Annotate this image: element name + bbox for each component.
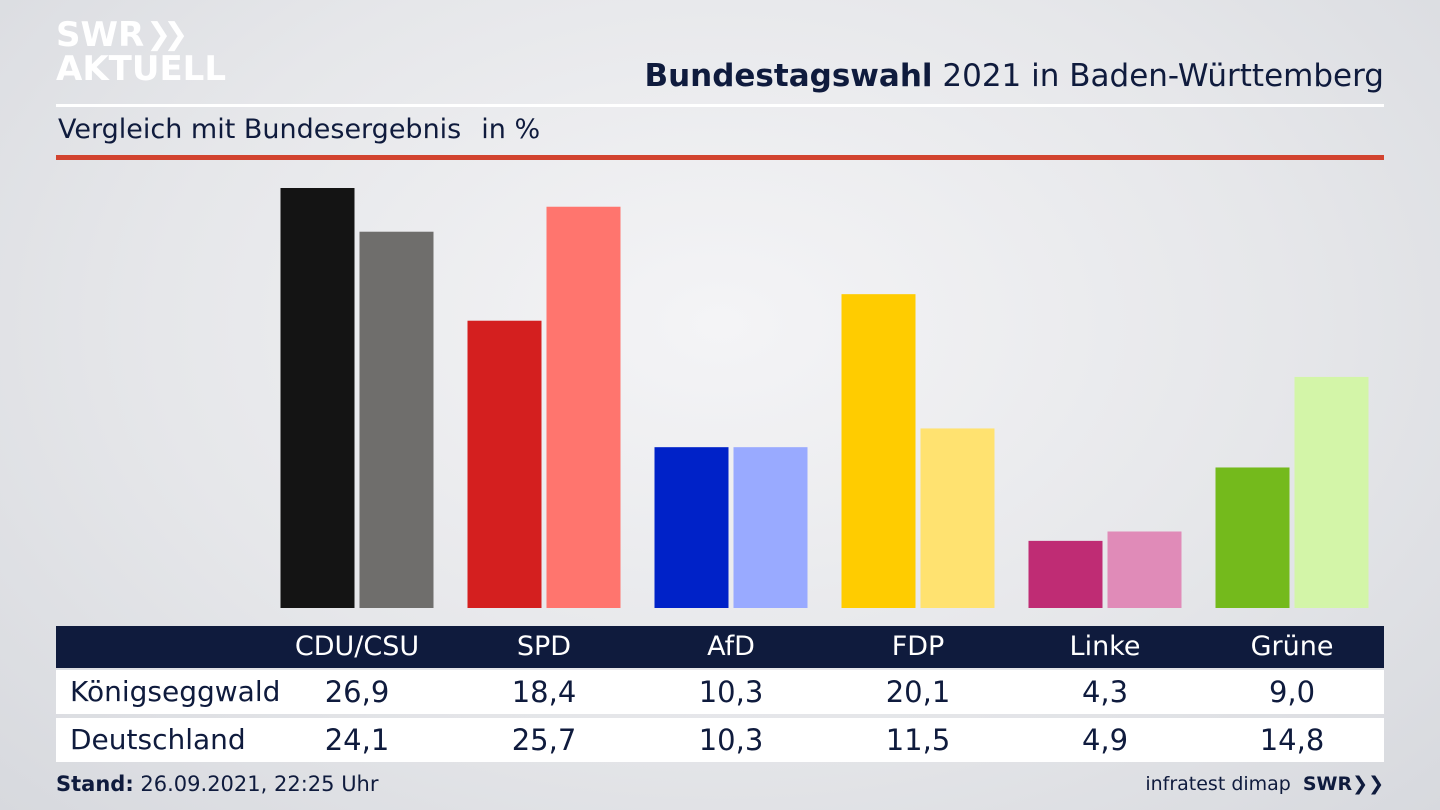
accent-divider [56, 155, 1384, 160]
table-row: Deutschland 24,1 25,7 10,3 11,5 4,9 14,8 [56, 718, 1384, 762]
row-label: Königseggwald [70, 675, 281, 708]
table-cell-value: 24,1 [324, 723, 390, 757]
table-cell-value: 9,0 [1268, 675, 1316, 709]
logo-aktuell-text: AKTUELL [56, 49, 227, 89]
table-cell-value: 10,3 [698, 675, 764, 709]
page-title: Bundestagswahl 2021 in Baden-Württemberg [644, 58, 1384, 94]
table-cell-value: 11,5 [885, 723, 951, 757]
table-cell-value: 10,3 [698, 723, 764, 757]
subtitle-unit: in % [481, 114, 541, 145]
title-divider [56, 104, 1384, 107]
column-header: SPD [516, 631, 572, 662]
table-cell-value: 14,8 [1259, 723, 1325, 757]
bar-local-5 [1215, 467, 1290, 608]
table-header-row: CDU/CSU SPD AfD FDP Linke Grüne [56, 626, 1384, 668]
bar-national-5 [1294, 376, 1369, 608]
table-cell-value: 26,9 [324, 675, 390, 709]
footer-swr-logo: SWR❯❯ [1302, 773, 1384, 795]
stand-value: 26.09.2021, 22:25 Uhr [140, 772, 379, 796]
timestamp: Stand: 26.09.2021, 22:25 Uhr [56, 772, 379, 796]
column-header: Linke [1069, 631, 1141, 662]
bar-local-2 [654, 447, 729, 608]
column-header: AfD [707, 631, 755, 662]
table-cell-value: 18,4 [511, 675, 577, 709]
bar-local-3 [841, 294, 916, 608]
stand-label: Stand: [56, 772, 134, 796]
subtitle-text: Vergleich mit Bundesergebnis [58, 114, 462, 145]
bar-national-1 [546, 206, 621, 608]
column-header: CDU/CSU [294, 631, 420, 662]
row-label: Deutschland [70, 723, 246, 756]
chart-subtitle: Vergleich mit Bundesergebnis in % [58, 114, 540, 145]
table-cell-value: 4,3 [1081, 675, 1129, 709]
bar-national-3 [920, 428, 995, 608]
bar-local-0 [280, 188, 355, 608]
table-cell-value: 4,9 [1081, 723, 1129, 757]
bar-national-4 [1107, 531, 1182, 608]
table-cell-value: 20,1 [885, 675, 951, 709]
table-row: Königseggwald 26,9 18,4 10,3 20,1 4,3 9,0 [56, 670, 1384, 714]
swr-aktuell-logo: SWR ❯❯ AKTUELL [56, 15, 227, 89]
bar-chart [280, 188, 1369, 608]
logo-swr-text: SWR [56, 15, 145, 55]
column-header: FDP [891, 631, 945, 662]
source-text: infratest dimap [1145, 773, 1291, 795]
bar-local-4 [1028, 540, 1103, 608]
bar-national-2 [733, 447, 808, 608]
title-rest: 2021 in Baden-Württemberg [942, 58, 1384, 94]
table-cell-value: 25,7 [511, 723, 577, 757]
bar-national-0 [359, 231, 434, 608]
source-credit: infratest dimap SWR❯❯ [1145, 773, 1384, 795]
bar-local-1 [467, 320, 542, 608]
title-bold: Bundestagswahl [644, 58, 933, 94]
column-header: Grüne [1250, 631, 1334, 662]
